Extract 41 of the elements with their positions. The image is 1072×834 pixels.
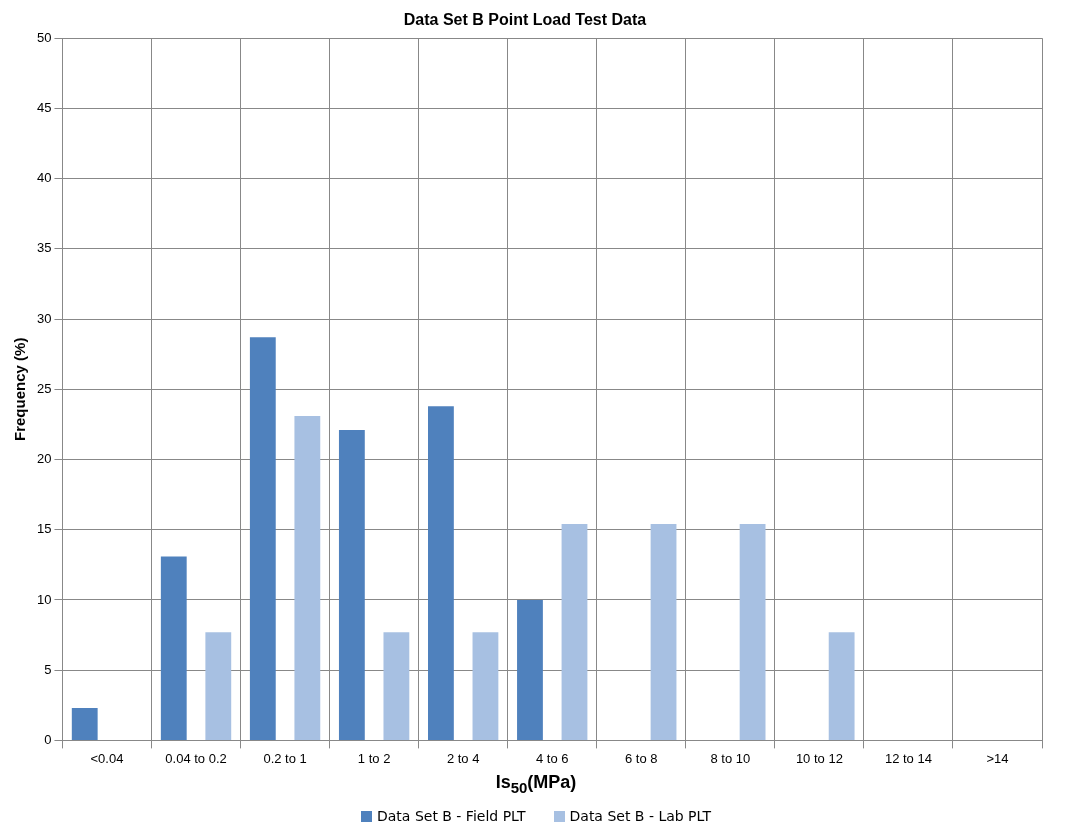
- y-tick-label: 45: [36, 100, 52, 115]
- x-tick-label: 1 to 2: [357, 750, 391, 766]
- bar: [561, 524, 588, 740]
- y-tick-label: 0: [44, 731, 52, 747]
- x-tick-label: <0.04: [90, 750, 124, 766]
- bar: [383, 632, 410, 740]
- y-tick-label: 50: [36, 29, 52, 45]
- y-tick-label: 30: [36, 310, 52, 326]
- bar: [472, 632, 499, 740]
- bar: [828, 632, 855, 740]
- bar: [249, 337, 276, 740]
- bar: [739, 524, 766, 740]
- bar: [338, 430, 365, 740]
- y-tick-label: 40: [36, 170, 52, 186]
- x-tick-label: >14: [986, 750, 1009, 766]
- bar: [517, 599, 543, 740]
- x-tick-label: 12 to 14: [884, 750, 932, 766]
- legend-label: Data Set B - Field PLT: [377, 808, 526, 824]
- bar: [160, 556, 187, 740]
- bar: [71, 708, 98, 740]
- bar: [428, 406, 454, 740]
- y-tick-label: 10: [36, 591, 52, 607]
- bar: [294, 415, 321, 740]
- x-tick-label: 0.2 to 1: [263, 750, 307, 766]
- x-axis-title: Is$_{50}$(MPa): [494, 772, 578, 796]
- x-tick-label: 2 to 4: [446, 750, 480, 766]
- x-tick-label: 8 to 10: [710, 750, 751, 766]
- y-tick-label: 15: [36, 521, 52, 537]
- x-tick-label: 10 to 12: [795, 750, 843, 766]
- legend-label: Data Set B - Lab PLT: [569, 808, 711, 824]
- y-tick-label: 5: [44, 661, 52, 677]
- x-tick-label: 0.04 to 0.2: [165, 750, 227, 766]
- y-tick-label: 25: [36, 380, 52, 396]
- chart-title: Data Set B Point Load Test Data: [403, 11, 647, 29]
- x-tick-label: 6 to 8: [625, 750, 658, 766]
- y-tick-label: 35: [36, 240, 52, 256]
- x-tick-label: 4 to 6: [535, 750, 569, 766]
- bar: [205, 632, 232, 740]
- y-tick-label: 20: [36, 451, 52, 467]
- y-axis-title: Frequency (%): [11, 337, 29, 441]
- bar: [650, 524, 677, 740]
